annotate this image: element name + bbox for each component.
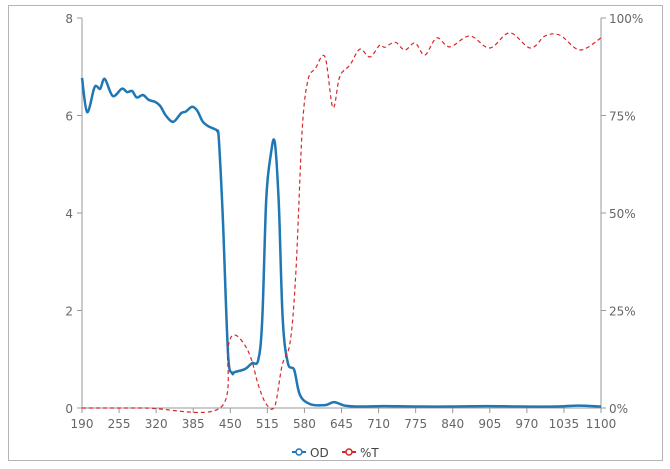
series-line-od — [80, 77, 602, 408]
y-tick-label: 0 — [65, 402, 73, 416]
y2-tick-label: 100% — [609, 12, 643, 26]
legend-item-transmission[interactable]: %T — [342, 446, 379, 460]
x-tick-label: 840 — [441, 417, 464, 431]
y-tick-label: 6 — [65, 110, 73, 124]
y-tick-label: 8 — [65, 12, 73, 26]
y2-tick-label: 50% — [609, 207, 636, 221]
y2-tick-label: 0% — [609, 402, 628, 416]
legend: OD %T — [292, 446, 379, 460]
y-tick-label: 2 — [65, 305, 73, 319]
legend-label: %T — [360, 446, 379, 460]
legend-label: OD — [310, 446, 329, 460]
series-line-transmission — [82, 32, 602, 414]
y2-tick-label: 25% — [609, 305, 636, 319]
legend-item-od[interactable]: OD — [292, 446, 329, 460]
x-tick-label: 905 — [478, 417, 501, 431]
x-tick-label: 190 — [71, 417, 94, 431]
legend-marker-icon — [345, 448, 353, 456]
x-tick-label: 320 — [145, 417, 168, 431]
chart-frame — [8, 5, 663, 461]
x-tick-label: 710 — [367, 417, 390, 431]
x-tick-label: 1100 — [586, 417, 617, 431]
x-tick-label: 515 — [256, 417, 279, 431]
x-tick-label: 1035 — [549, 417, 580, 431]
x-tick-label: 385 — [182, 417, 205, 431]
x-tick-label: 450 — [219, 417, 242, 431]
x-tick-label: 970 — [515, 417, 538, 431]
y2-tick-label: 75% — [609, 110, 636, 124]
x-tick-label: 775 — [404, 417, 427, 431]
y-tick-label: 4 — [65, 207, 73, 221]
legend-marker-icon — [295, 448, 303, 456]
x-tick-label: 580 — [293, 417, 316, 431]
x-tick-label: 255 — [108, 417, 131, 431]
x-tick-label: 645 — [330, 417, 353, 431]
